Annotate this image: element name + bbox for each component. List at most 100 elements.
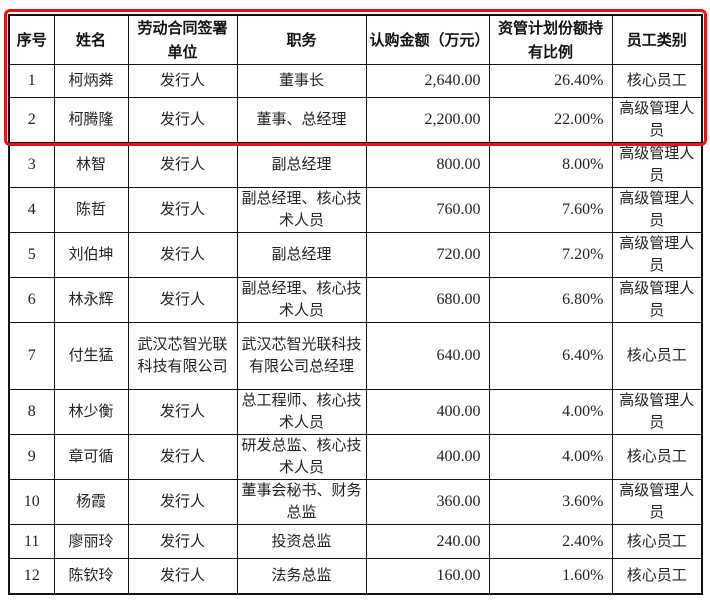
cell-position: 董事会秘书、财务总监 [236,479,367,525]
table-row: 4 陈哲 发行人 副总经理、核心技术人员 760.00 7.60% 高级管理人员 [8,187,703,233]
cell-ratio: 4.00% [488,434,613,480]
cell-amount: 160.00 [365,558,490,594]
cell-index: 1 [8,64,55,98]
cell-contract-unit: 发行人 [127,64,238,98]
employee-subscription-table: 序号 姓名 劳动合同签署单位 职务 认购金额（万元） 资管计划份额持有比例 员工… [8,14,703,595]
cell-index: 8 [8,389,55,435]
cell-amount: 2,200.00 [365,97,490,143]
header-contract-unit: 劳动合同签署单位 [127,14,238,65]
cell-index: 4 [8,187,55,233]
cell-index: 3 [8,142,55,188]
cell-category: 高级管理人员 [611,232,703,278]
cell-amount: 2,640.00 [365,64,490,98]
table-row: 11 廖丽玲 发行人 投资总监 240.00 2.40% 核心员工 [8,524,703,559]
cell-ratio: 26.40% [488,64,613,98]
cell-name: 林永辉 [53,277,129,323]
cell-contract-unit: 发行人 [127,524,238,559]
cell-category: 核心员工 [611,322,703,390]
cell-ratio: 22.00% [488,97,613,143]
cell-ratio: 7.20% [488,232,613,278]
cell-amount: 400.00 [365,389,490,435]
cell-amount: 680.00 [365,277,490,323]
cell-category: 高级管理人员 [611,97,703,143]
cell-name: 刘伯坤 [53,232,129,278]
cell-index: 11 [8,524,55,559]
table-row: 12 陈钦玲 发行人 法务总监 160.00 1.60% 核心员工 [8,558,703,594]
cell-position: 副总经理、核心技术人员 [236,187,367,233]
table-row: 9 章可循 发行人 研发总监、核心技术人员 400.00 4.00% 核心员工 [8,434,703,480]
cell-amount: 400.00 [365,434,490,480]
cell-contract-unit: 发行人 [127,187,238,233]
cell-name: 林智 [53,142,129,188]
cell-amount: 800.00 [365,142,490,188]
cell-index: 2 [8,97,55,143]
header-amount: 认购金额（万元） [365,14,490,65]
cell-position: 研发总监、核心技术人员 [236,434,367,480]
cell-index: 5 [8,232,55,278]
table-row: 3 林智 发行人 副总经理 800.00 8.00% 高级管理人员 [8,142,703,188]
cell-amount: 240.00 [365,524,490,559]
cell-position: 董事、总经理 [236,97,367,143]
cell-position: 副总经理 [236,142,367,188]
cell-amount: 760.00 [365,187,490,233]
cell-position: 投资总监 [236,524,367,559]
cell-ratio: 2.40% [488,524,613,559]
cell-index: 6 [8,277,55,323]
cell-contract-unit: 发行人 [127,97,238,143]
cell-category: 高级管理人员 [611,277,703,323]
cell-name: 柯腾隆 [53,97,129,143]
cell-ratio: 7.60% [488,187,613,233]
cell-ratio: 6.40% [488,322,613,390]
cell-ratio: 6.80% [488,277,613,323]
cell-index: 12 [8,558,55,594]
table-row: 1 柯炳粦 发行人 董事长 2,640.00 26.40% 核心员工 [8,64,703,98]
cell-category: 核心员工 [611,64,703,98]
cell-name: 柯炳粦 [53,64,129,98]
cell-contract-unit: 发行人 [127,558,238,594]
cell-category: 高级管理人员 [611,389,703,435]
cell-amount: 360.00 [365,479,490,525]
cell-contract-unit: 发行人 [127,142,238,188]
cell-name: 林少衡 [53,389,129,435]
cell-contract-unit: 发行人 [127,479,238,525]
cell-name: 付生猛 [53,322,129,390]
header-row: 序号 姓名 劳动合同签署单位 职务 认购金额（万元） 资管计划份额持有比例 员工… [8,14,703,65]
cell-ratio: 4.00% [488,389,613,435]
cell-index: 7 [8,322,55,390]
table-row: 8 林少衡 发行人 总工程师、核心技术人员 400.00 4.00% 高级管理人员 [8,389,703,435]
cell-category: 核心员工 [611,434,703,480]
cell-name: 杨霞 [53,479,129,525]
cell-name: 章可循 [53,434,129,480]
cell-name: 陈钦玲 [53,558,129,594]
header-index: 序号 [8,14,55,65]
cell-category: 高级管理人员 [611,142,703,188]
header-name: 姓名 [53,14,129,65]
cell-contract-unit: 武汉芯智光联科技有限公司 [127,322,238,390]
cell-amount: 640.00 [365,322,490,390]
cell-name: 廖丽玲 [53,524,129,559]
header-category: 员工类别 [611,14,703,65]
table-row: 7 付生猛 武汉芯智光联科技有限公司 武汉芯智光联科技有限公司总经理 640.00 6.4… [8,322,703,390]
cell-contract-unit: 发行人 [127,389,238,435]
cell-position: 董事长 [236,64,367,98]
cell-position: 武汉芯智光联科技有限公司总经理 [236,322,367,390]
header-position: 职务 [236,14,367,65]
cell-position: 副总经理 [236,232,367,278]
table-row: 2 柯腾隆 发行人 董事、总经理 2,200.00 22.00% 高级管理人员 [8,97,703,143]
cell-category: 核心员工 [611,524,703,559]
cell-ratio: 3.60% [488,479,613,525]
cell-amount: 720.00 [365,232,490,278]
cell-contract-unit: 发行人 [127,277,238,323]
cell-contract-unit: 发行人 [127,434,238,480]
cell-name: 陈哲 [53,187,129,233]
cell-category: 核心员工 [611,558,703,594]
cell-category: 高级管理人员 [611,187,703,233]
table-row: 6 林永辉 发行人 副总经理、核心技术人员 680.00 6.80% 高级管理人员 [8,277,703,323]
cell-position: 总工程师、核心技术人员 [236,389,367,435]
table-row: 10 杨霞 发行人 董事会秘书、财务总监 360.00 3.60% 高级管理人员 [8,479,703,525]
table-row: 5 刘伯坤 发行人 副总经理 720.00 7.20% 高级管理人员 [8,232,703,278]
cell-ratio: 8.00% [488,142,613,188]
cell-position: 法务总监 [236,558,367,594]
cell-index: 10 [8,479,55,525]
header-ratio: 资管计划份额持有比例 [488,14,613,65]
